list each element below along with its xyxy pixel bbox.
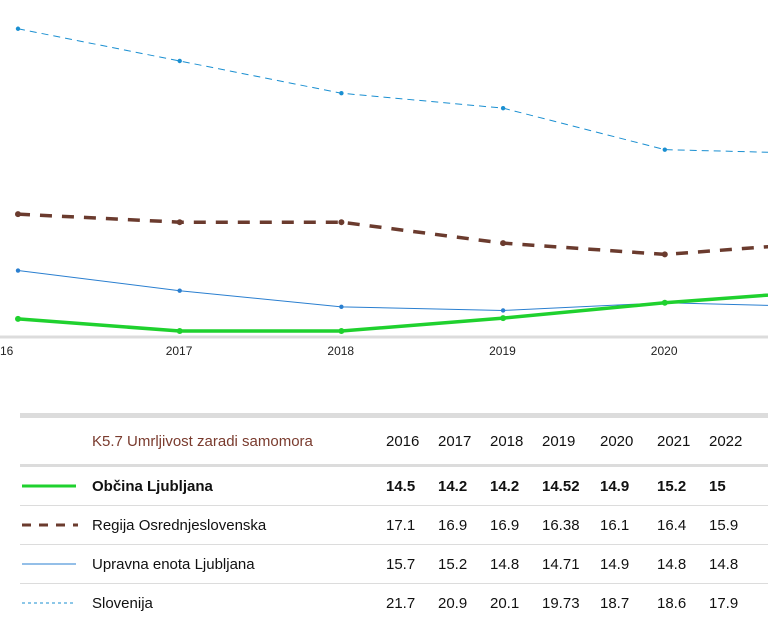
year-header: 2018 [490,418,542,466]
row-value: 14.5 [386,466,438,506]
data-point [339,91,343,95]
year-header: 2021 [657,418,709,466]
data-point [177,328,183,334]
table-row: Upravna enota Ljubljana 15.7 15.2 14.8 1… [20,545,768,584]
series-line-0 [18,291,768,331]
data-point [662,251,668,257]
data-table: K5.7 Umrljivost zaradi samomora 2016 201… [20,413,768,622]
year-header: 2017 [438,418,490,466]
row-name: Upravna enota Ljubljana [92,545,386,584]
data-point [500,315,506,321]
year-header: 2016 [386,418,438,466]
data-point [662,300,668,306]
row-value: 16.9 [438,506,490,545]
row-name: Slovenija [92,584,386,622]
series-layer [15,27,768,334]
x-tick-label: 2017 [166,344,193,358]
series-line-1 [18,214,768,262]
data-point [663,147,667,151]
data-point [15,211,21,217]
x-tick-label: 2019 [489,344,516,358]
row-value: 14.52 [542,466,600,506]
row-value: 15.7 [386,545,438,584]
row-value: 14.8 [657,545,709,584]
legend-swatch-regija [20,506,92,545]
row-value: 16.1 [600,506,657,545]
data-point [338,219,344,225]
year-header: 2020 [600,418,657,466]
table-row: Slovenija 21.7 20.9 20.1 19.73 18.7 18.6… [20,584,768,622]
row-value: 15.9 [709,506,768,545]
data-point [501,106,505,110]
legend-swatch-slovenija [20,584,92,622]
legend-swatch-obcina [20,466,92,506]
data-point [501,308,505,312]
row-value: 14.2 [438,466,490,506]
row-value: 15.2 [657,466,709,506]
row-value: 17.9 [709,584,768,622]
year-header: 2019 [542,418,600,466]
data-point [339,305,343,309]
x-tick-label: 2018 [327,344,354,358]
x-tick-labels: 16 2017 2018 2019 2020 [0,344,678,358]
data-point [16,268,20,272]
row-value: 21.7 [386,584,438,622]
legend-swatch-upravna [20,545,92,584]
header-legend-cell [20,418,92,466]
row-value: 18.7 [600,584,657,622]
row-name: Regija Osrednjeslovenska [92,506,386,545]
data-point [16,27,20,31]
row-value: 16.9 [490,506,542,545]
table-title: K5.7 Umrljivost zaradi samomora [92,418,386,466]
row-value: 14.2 [490,466,542,506]
line-chart: 16 2017 2018 2019 2020 [0,0,768,400]
table-row: Regija Osrednjeslovenska 17.1 16.9 16.9 … [20,506,768,545]
year-header: 2022 [709,418,768,466]
table-row: Občina Ljubljana 14.5 14.2 14.2 14.52 14… [20,466,768,506]
row-value: 14.8 [709,545,768,584]
row-value: 14.9 [600,545,657,584]
data-point [178,289,182,293]
row-value: 14.71 [542,545,600,584]
series-line-3 [18,29,768,182]
row-value: 15.2 [438,545,490,584]
row-value: 16.4 [657,506,709,545]
row-value: 16.38 [542,506,600,545]
row-value: 18.6 [657,584,709,622]
data-point [177,219,183,225]
data-point [178,59,182,63]
data-point [500,240,506,246]
row-value: 20.9 [438,584,490,622]
data-point [15,316,21,322]
row-value: 20.1 [490,584,542,622]
row-value: 14.8 [490,545,542,584]
row-value: 15 [709,466,768,506]
row-value: 14.9 [600,466,657,506]
x-tick-label: 2020 [651,344,678,358]
row-value: 19.73 [542,584,600,622]
x-tick-label: 16 [0,344,14,358]
row-name: Občina Ljubljana [92,466,386,506]
data-point [338,328,344,334]
row-value: 17.1 [386,506,438,545]
table-header-row: K5.7 Umrljivost zaradi samomora 2016 201… [20,418,768,466]
